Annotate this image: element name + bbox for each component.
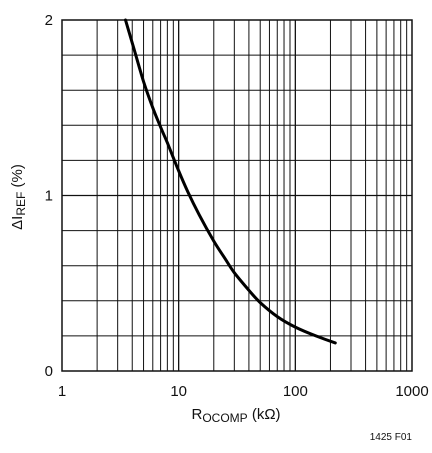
x-axis-title-unit: (kΩ) [248,406,281,423]
x-axis-title: ROCOMP (kΩ) [191,406,280,425]
x-tick-label: 100 [283,383,308,400]
series-points [124,19,337,345]
series-line [124,18,337,345]
y-tick-label: 0 [45,363,53,380]
x-tick-label: 10 [170,383,187,400]
plot-frame [61,19,413,372]
y-tick-label: 2 [45,12,53,29]
x-tick-labels: 1 10 100 1000 [58,383,429,400]
x-tick-label: 1000 [395,383,428,400]
y-axis-title-main: ΔI [9,216,26,230]
x-tick-label: 1 [58,383,66,400]
x-axis-title-main: R [191,406,202,423]
x-axis-title-sub: OCOMP [202,411,247,425]
grid [62,20,412,371]
y-tick-label: 1 [45,188,53,205]
y-axis-title: ΔIREF (%) [9,164,28,230]
y-tick-labels: 0 1 2 [45,12,53,380]
y-axis-title-unit: (%) [9,164,26,192]
figure-label: 1425 F01 [370,432,413,443]
y-axis-title-sub: REF [14,192,28,216]
